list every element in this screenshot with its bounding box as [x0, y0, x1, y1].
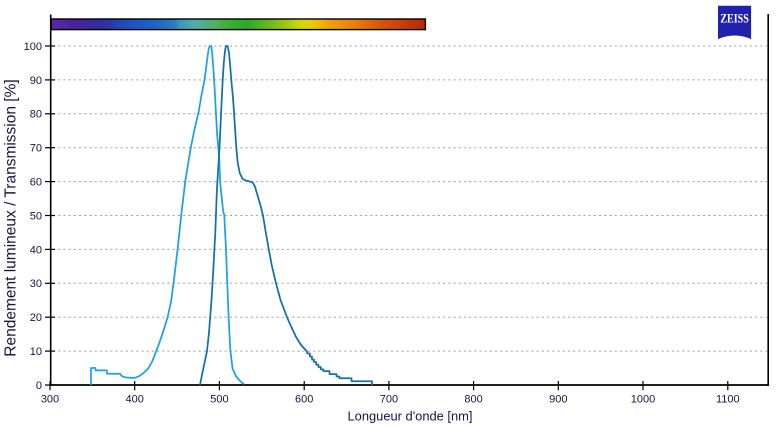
svg-text:30: 30 [30, 278, 42, 290]
svg-text:60: 60 [30, 177, 42, 189]
svg-text:700: 700 [380, 394, 398, 406]
svg-text:900: 900 [549, 394, 567, 406]
svg-text:20: 20 [30, 312, 42, 324]
svg-text:1000: 1000 [631, 394, 655, 406]
svg-text:800: 800 [464, 394, 482, 406]
svg-text:Rendement lumineux / Transmiss: Rendement lumineux / Transmission [%] [3, 79, 20, 356]
svg-text:80: 80 [30, 109, 42, 121]
svg-text:600: 600 [295, 394, 313, 406]
svg-text:400: 400 [126, 394, 144, 406]
svg-text:70: 70 [30, 143, 42, 155]
svg-text:40: 40 [30, 244, 42, 256]
svg-text:1100: 1100 [716, 394, 740, 406]
svg-text:100: 100 [24, 41, 42, 53]
svg-text:500: 500 [210, 394, 228, 406]
svg-text:50: 50 [30, 210, 42, 222]
svg-text:Longueur d'onde [nm]: Longueur d'onde [nm] [347, 409, 472, 424]
svg-text:90: 90 [30, 75, 42, 87]
svg-text:300: 300 [41, 394, 59, 406]
svg-text:10: 10 [30, 346, 42, 358]
svg-text:0: 0 [36, 380, 42, 392]
svg-text:ZEISS: ZEISS [720, 12, 749, 26]
